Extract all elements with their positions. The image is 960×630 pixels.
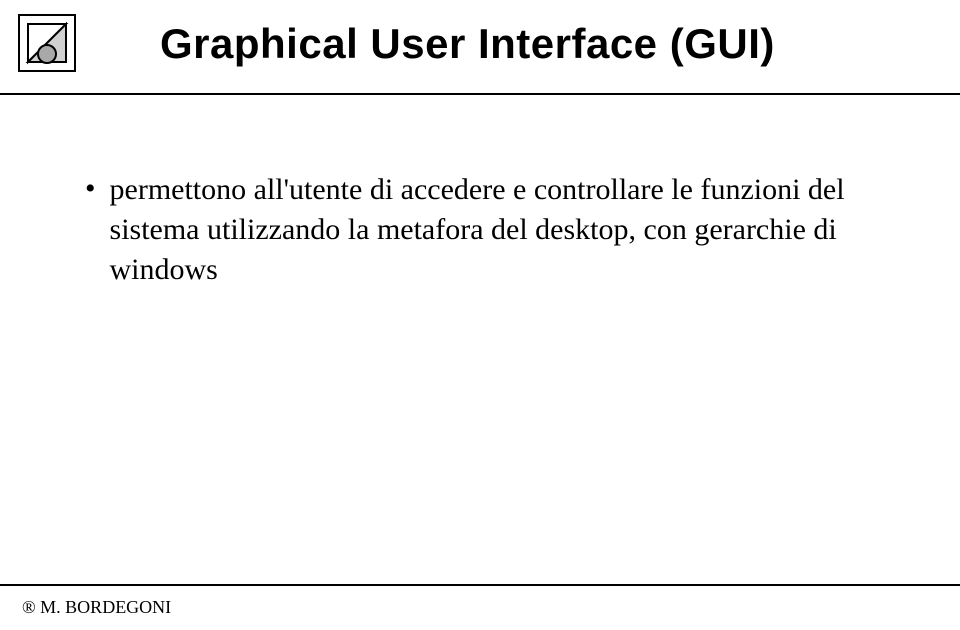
slide-title: Graphical User Interface (GUI) — [160, 20, 775, 68]
bullet-dot-icon: • — [85, 170, 96, 208]
bullet-item: • permettono all'utente di accedere e co… — [85, 170, 900, 290]
header: Graphical User Interface (GUI) — [0, 0, 960, 95]
slide: Graphical User Interface (GUI) • permett… — [0, 0, 960, 630]
footer-text: ® M. BORDEGONI — [22, 597, 171, 618]
slide-content: • permettono all'utente di accedere e co… — [85, 170, 900, 290]
slide-logo-icon — [18, 14, 76, 72]
bullet-text: permettono all'utente di accedere e cont… — [110, 170, 900, 290]
footer-divider — [0, 584, 960, 586]
